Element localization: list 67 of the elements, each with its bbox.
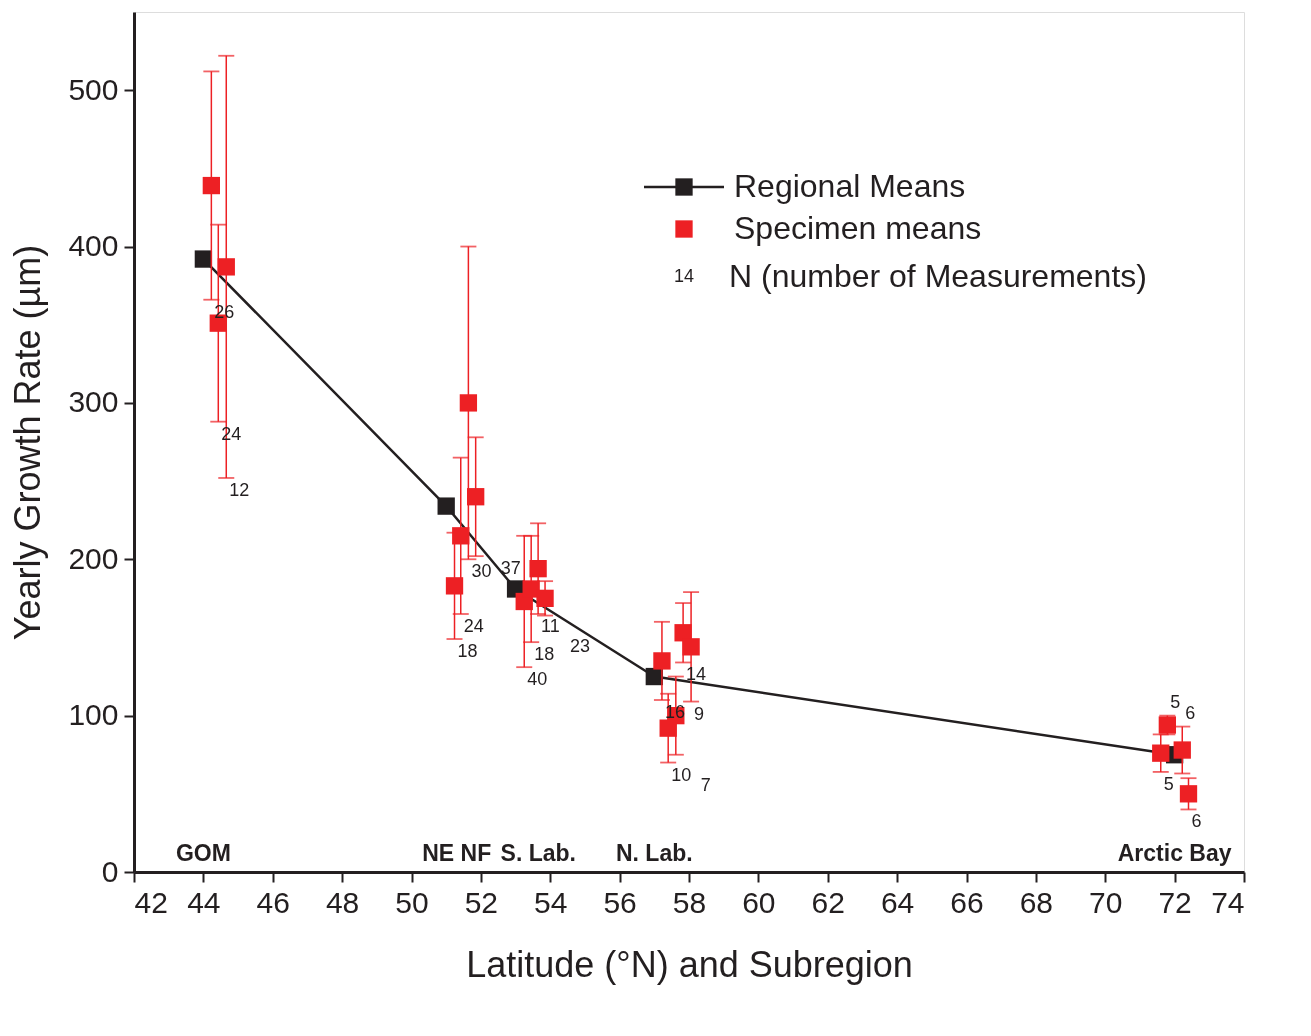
y-tick-label: 0 [101, 854, 119, 888]
x-tick-label: 72 [1158, 885, 1192, 919]
point [653, 652, 671, 670]
annotation: 12 [229, 479, 250, 500]
y-tick-label: 400 [68, 229, 119, 263]
point [659, 719, 677, 737]
x-tick-label: 50 [395, 885, 429, 919]
annotation: 18 [534, 644, 555, 665]
annotation: S. Lab. [500, 840, 576, 866]
y-tick-label: 300 [68, 385, 119, 419]
point [452, 527, 470, 545]
point [217, 258, 235, 276]
x-tick-label: 54 [534, 885, 568, 919]
annotation: 18 [457, 641, 478, 662]
annotation: 24 [463, 616, 484, 636]
annotation: N. Lab. [615, 840, 693, 866]
x-tick-label: 66 [950, 885, 984, 919]
x-tick-label: 68 [1019, 885, 1054, 919]
x-tick-label: 62 [811, 885, 845, 919]
legend-label: Specimen means [734, 210, 982, 246]
annotation: NE NF [422, 840, 492, 866]
y-axis-title: Yearly Growth Rate (µm) [7, 244, 49, 641]
annotation: 30 [471, 561, 492, 582]
annotation: 23 [570, 635, 591, 656]
x-tick-label: 58 [672, 885, 707, 919]
x-tick-label: 70 [1089, 885, 1123, 919]
annotation: N (number of Measurements) [729, 258, 1147, 294]
annotation: 6 [1185, 702, 1196, 723]
point [1179, 785, 1198, 803]
legend-label: Regional Means [734, 168, 966, 204]
x-tick-label: 52 [464, 885, 499, 919]
annotation: 7 [700, 774, 711, 795]
point [194, 250, 213, 268]
x-tick-label: 74 [1211, 885, 1245, 919]
annotation: 9 [694, 703, 705, 724]
x-tick-label: 46 [256, 885, 290, 919]
x-tick-label: 42 [134, 885, 168, 919]
x-tick-label: 64 [880, 885, 915, 919]
annotation: 6 [1191, 811, 1202, 832]
annotation: 5 [1163, 773, 1174, 794]
annotation: 5 [1170, 691, 1181, 712]
point [536, 589, 554, 608]
annotation: 14 [673, 266, 695, 286]
point [529, 559, 547, 578]
annotation: GOM [175, 840, 231, 866]
annotation: Arctic Bay [1117, 840, 1232, 866]
y-tick-label: 200 [68, 541, 119, 575]
point [445, 577, 464, 595]
x-tick-label: 44 [187, 885, 221, 919]
annotation: 37 [500, 558, 521, 579]
point [1173, 741, 1191, 759]
x-tick-label: 60 [742, 885, 776, 919]
point [1152, 744, 1170, 762]
y-tick-label: 100 [68, 698, 119, 732]
y-tick-label: 500 [68, 72, 119, 106]
point [522, 580, 540, 598]
x-axis-title: Latitude (°N) and Subregion [466, 943, 913, 985]
point [682, 638, 700, 656]
x-tick-label: 56 [603, 885, 637, 919]
point [202, 176, 221, 195]
annotation: 40 [527, 669, 548, 690]
x-tick-label: 48 [325, 885, 360, 919]
annotation: 10 [671, 764, 692, 785]
point [459, 394, 478, 412]
point [437, 497, 455, 515]
point [467, 488, 485, 506]
annotation: 11 [541, 616, 560, 636]
